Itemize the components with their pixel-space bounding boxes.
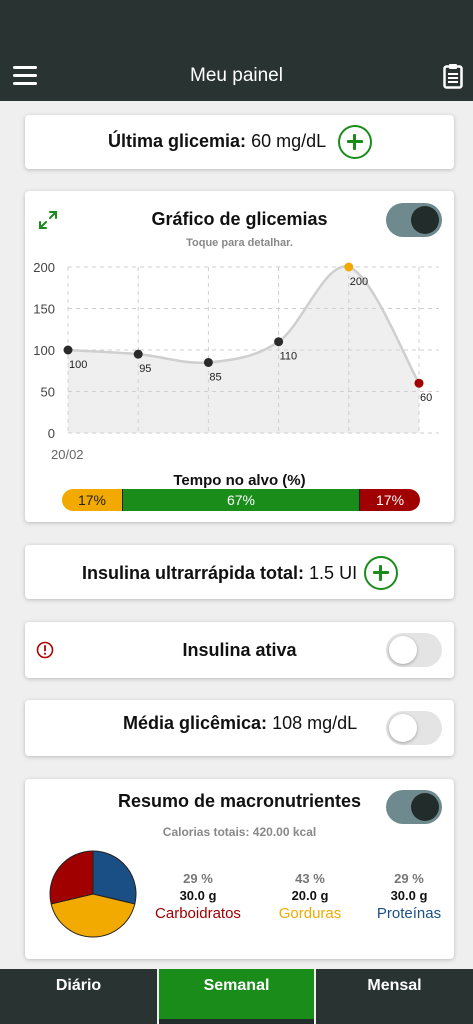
macro-fats-pct: 43 % (295, 871, 325, 886)
chart-date-label: 20/02 (51, 447, 84, 462)
active-tab-indicator (159, 1019, 314, 1024)
glucose-point-label: 60 (420, 392, 432, 404)
active-insulin-toggle[interactable] (386, 633, 442, 667)
glucose-chart-title: Gráfico de glicemias (151, 209, 328, 229)
glucose-point (414, 378, 424, 388)
macro-proteins-pct: 29 % (394, 871, 424, 886)
glucose-point-label: 95 (139, 363, 151, 375)
pie-slice (50, 893, 136, 938)
macros-calories: Calorias totais: 420.00 kcal (162, 825, 317, 839)
glucose-point (344, 262, 354, 272)
active-insulin-card: Insulina ativa (25, 622, 454, 678)
macro-carbs-name: Carboidratos (155, 905, 241, 922)
y-tick-label: 50 (41, 385, 55, 400)
insulin-total-label: Insulina ultrarrápida total: (82, 563, 305, 583)
glucose-chart-card[interactable]: Gráfico de glicemias Toque para detalhar… (25, 191, 454, 522)
hamburger-menu-icon[interactable] (13, 66, 37, 86)
glucose-point (133, 349, 143, 359)
macros-title: Resumo de macronutrientes (117, 791, 362, 811)
macros-toggle[interactable] (386, 790, 442, 824)
insulin-total-card: Insulina ultrarrápida total: 1.5 UI (25, 545, 454, 599)
active-insulin-label: Insulina ativa (182, 640, 297, 660)
expand-arrows-icon[interactable] (37, 209, 59, 231)
average-glucose-card: Média glicêmica: 108 mg/dL (25, 700, 454, 756)
add-glucose-button[interactable] (338, 125, 372, 159)
average-glucose-value: 108 mg/dL (272, 713, 358, 733)
macro-carbs: 29 % 30.0 g Carboidratos (143, 871, 253, 922)
tab-semanal-label: Semanal (203, 977, 270, 994)
time-in-range-title: Tempo no alvo (%) (173, 472, 306, 489)
last-glucose-card: Última glicemia: 60 mg/dL (25, 115, 454, 169)
tab-mensal[interactable]: Mensal (316, 969, 473, 1024)
macros-card: Resumo de macronutrientes Calorias totai… (25, 779, 454, 959)
last-glucose-text: Última glicemia: 60 mg/dL (108, 131, 326, 152)
macro-carbs-grams: 30.0 g (179, 888, 217, 903)
glucose-point-label: 200 (350, 276, 368, 288)
time-in-range-segment: 17% (360, 489, 420, 511)
glucose-point-label: 110 (280, 351, 298, 363)
glucose-point (274, 337, 284, 347)
time-in-range-bar: 17% 67% 17% (62, 489, 420, 511)
glucose-point (63, 345, 73, 355)
y-tick-label: 200 (33, 260, 55, 275)
macro-proteins: 29 % 30.0 g Proteínas (354, 871, 464, 922)
glucose-area (68, 266, 419, 433)
macro-fats-name: Gorduras (278, 905, 342, 922)
insulin-total-text: Insulina ultrarrápida total: 1.5 UI (82, 563, 357, 584)
clipboard-icon[interactable] (443, 63, 463, 89)
tab-diario[interactable]: Diário (0, 969, 157, 1024)
tab-diario-label: Diário (55, 977, 102, 994)
glucose-point-label: 100 (69, 359, 87, 371)
y-tick-label: 0 (48, 426, 55, 441)
page-title: Meu painel (190, 65, 283, 86)
last-glucose-value: 60 mg/dL (251, 131, 327, 151)
average-glucose-text: Média glicêmica: 108 mg/dL (123, 713, 357, 734)
time-in-range-segment: 17% (62, 489, 123, 511)
average-glucose-label: Média glicêmica: (123, 713, 268, 733)
macros-pie-chart (49, 850, 137, 938)
pie-slice (92, 850, 137, 905)
glucose-point (203, 357, 213, 367)
macro-fats: 43 % 20.0 g Gorduras (255, 871, 365, 922)
insulin-total-value: 1.5 UI (309, 563, 358, 583)
tab-mensal-label: Mensal (367, 977, 422, 994)
add-insulin-button[interactable] (364, 556, 398, 590)
time-in-range-segment: 67% (122, 489, 361, 511)
y-tick-label: 150 (33, 302, 55, 317)
y-tick-label: 100 (33, 343, 55, 358)
macro-proteins-name: Proteínas (376, 905, 442, 922)
glucose-chart-subtitle: Toque para detalhar. (186, 237, 293, 249)
macro-fats-grams: 20.0 g (291, 888, 329, 903)
average-glucose-toggle[interactable] (386, 711, 442, 745)
glucose-point-label: 85 (209, 371, 221, 383)
tab-semanal[interactable]: Semanal (159, 969, 314, 1024)
glucose-line-chart[interactable]: 0 50 100 150 200 100 95 85 110 200 60 (25, 249, 454, 469)
app-header: Meu painel (0, 0, 473, 101)
last-glucose-label: Última glicemia: (108, 131, 247, 151)
pie-slice (49, 850, 94, 905)
glucose-chart-toggle[interactable] (386, 203, 442, 237)
macro-carbs-pct: 29 % (183, 871, 213, 886)
alert-circle-icon (36, 641, 54, 659)
macro-proteins-grams: 30.0 g (390, 888, 428, 903)
